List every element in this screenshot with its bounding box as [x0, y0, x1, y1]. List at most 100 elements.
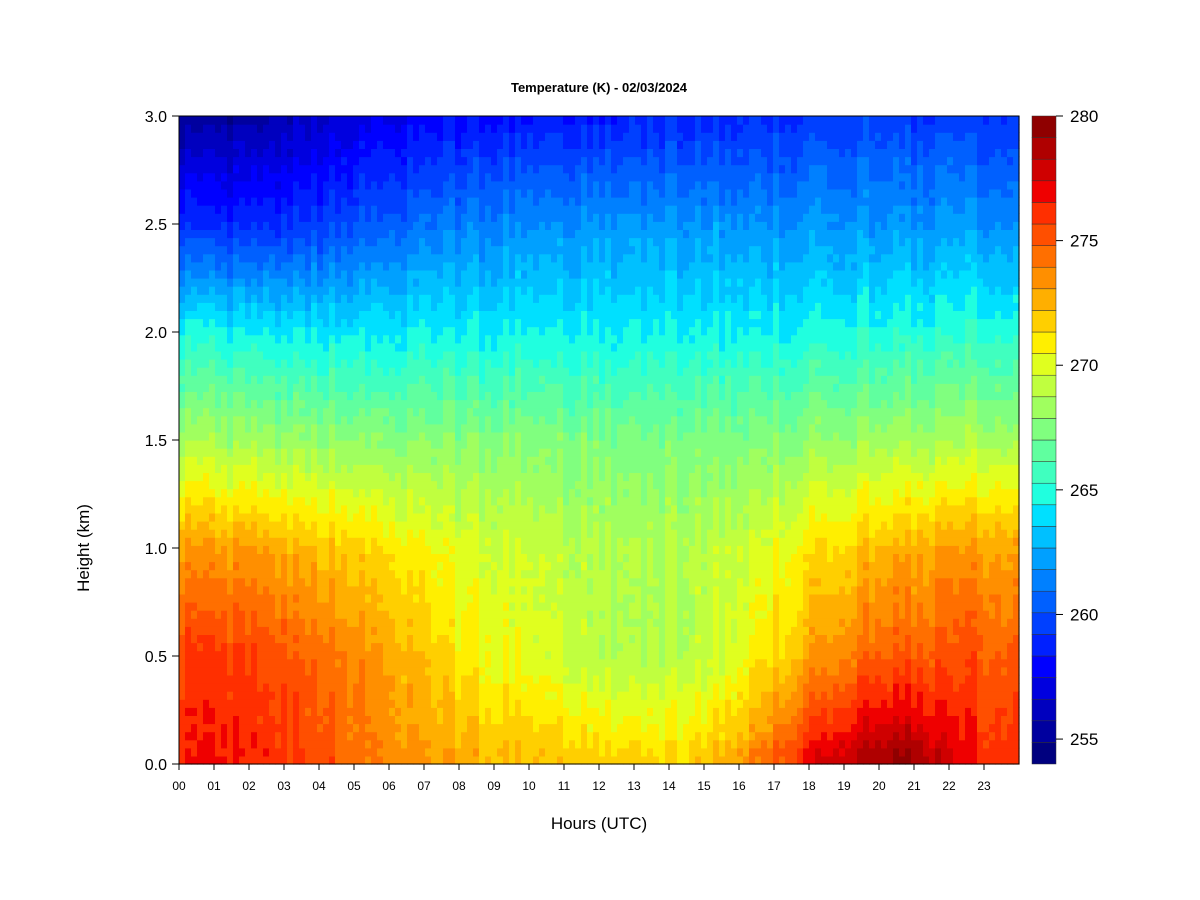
heatmap-cell — [365, 350, 372, 360]
heatmap-cell — [347, 480, 354, 490]
heatmap-cell — [227, 261, 234, 271]
heatmap-cell — [479, 610, 486, 619]
heatmap-cell — [293, 326, 300, 336]
heatmap-cell — [389, 164, 396, 174]
heatmap-cell — [365, 229, 372, 239]
heatmap-cell — [281, 723, 288, 733]
heatmap-cell — [179, 261, 186, 271]
heatmap-cell — [371, 245, 378, 255]
heatmap-cell — [437, 634, 444, 644]
heatmap-cell — [191, 642, 198, 652]
heatmap-cell — [215, 642, 222, 652]
heatmap-cell — [407, 116, 414, 125]
heatmap-cell — [185, 537, 192, 546]
heatmap-cell — [431, 278, 438, 287]
heatmap-cell — [311, 480, 318, 490]
heatmap-cell — [227, 221, 234, 230]
heatmap-cell — [239, 148, 246, 158]
heatmap-cell — [371, 359, 378, 368]
heatmap-cell — [227, 496, 234, 506]
heatmap-cell — [197, 553, 204, 563]
heatmap-cell — [515, 326, 522, 336]
heatmap-cell — [467, 326, 474, 336]
heatmap-cell — [311, 359, 318, 368]
heatmap-cell — [419, 512, 426, 522]
heatmap-cell — [497, 723, 504, 733]
heatmap-cell — [521, 407, 528, 417]
heatmap-cell — [263, 521, 270, 530]
heatmap-cell — [395, 440, 402, 449]
heatmap-cell — [287, 504, 294, 514]
heatmap-cell — [323, 658, 330, 668]
heatmap-cell — [191, 197, 198, 206]
heatmap-cell — [449, 148, 456, 158]
heatmap-cell — [245, 116, 252, 125]
heatmap-cell — [329, 423, 336, 433]
heatmap-cell — [287, 488, 294, 498]
heatmap-cell — [341, 359, 348, 368]
heatmap-cell — [509, 350, 516, 360]
heatmap-cell — [443, 197, 450, 206]
heatmap-cell — [365, 731, 372, 741]
heatmap-cell — [455, 674, 462, 684]
heatmap-cell — [227, 140, 234, 149]
heatmap-cell — [449, 132, 456, 141]
heatmap-cell — [353, 431, 360, 441]
heatmap-cell — [503, 650, 510, 660]
heatmap-cell — [335, 569, 342, 579]
heatmap-cell — [257, 464, 264, 473]
heatmap-cell — [485, 140, 492, 149]
heatmap-cell — [401, 188, 408, 198]
heatmap-cell — [353, 318, 360, 328]
heatmap-cell — [395, 610, 402, 619]
heatmap-cell — [281, 739, 288, 749]
heatmap-cell — [215, 245, 222, 255]
heatmap-cell — [245, 334, 252, 344]
heatmap-cell — [275, 585, 282, 595]
heatmap-cell — [287, 205, 294, 214]
heatmap-cell — [287, 278, 294, 287]
heatmap-cell — [425, 715, 432, 725]
heatmap-cell — [287, 610, 294, 619]
heatmap-cell — [455, 683, 462, 692]
heatmap-cell — [491, 472, 498, 482]
heatmap-cell — [227, 431, 234, 441]
heatmap-cell — [269, 172, 276, 182]
heatmap-cell — [191, 180, 198, 190]
heatmap-cell — [233, 642, 240, 652]
heatmap-cell — [293, 213, 300, 222]
heatmap-cell — [221, 253, 228, 263]
heatmap-cell — [251, 650, 258, 660]
heatmap-cell — [449, 334, 456, 344]
heatmap-cell — [485, 415, 492, 425]
heatmap-cell — [341, 707, 348, 716]
heatmap-cell — [245, 172, 252, 182]
heatmap-cell — [359, 148, 366, 158]
heatmap-cell — [317, 188, 324, 198]
heatmap-cell — [311, 569, 318, 579]
heatmap-cell — [497, 585, 504, 595]
heatmap-cell — [233, 350, 240, 360]
heatmap-cell — [185, 472, 192, 482]
heatmap-cell — [275, 383, 282, 392]
heatmap-cell — [359, 367, 366, 376]
heatmap-cell — [329, 561, 336, 571]
heatmap-cell — [431, 367, 438, 376]
heatmap-cell — [425, 302, 432, 311]
heatmap-cell — [311, 197, 318, 206]
heatmap-cell — [389, 407, 396, 417]
heatmap-cell — [365, 140, 372, 149]
heatmap-cell — [221, 197, 228, 206]
heatmap-cell — [383, 350, 390, 360]
heatmap-cell — [377, 261, 384, 271]
heatmap-cell — [443, 261, 450, 271]
heatmap-cell — [371, 197, 378, 206]
heatmap-cell — [497, 707, 504, 716]
heatmap-cell — [305, 213, 312, 222]
heatmap-cell — [203, 294, 210, 303]
heatmap-cell — [545, 440, 552, 449]
heatmap-cell — [395, 553, 402, 563]
heatmap-cell — [335, 593, 342, 603]
heatmap-cell — [461, 375, 468, 384]
heatmap-cell — [317, 148, 324, 158]
